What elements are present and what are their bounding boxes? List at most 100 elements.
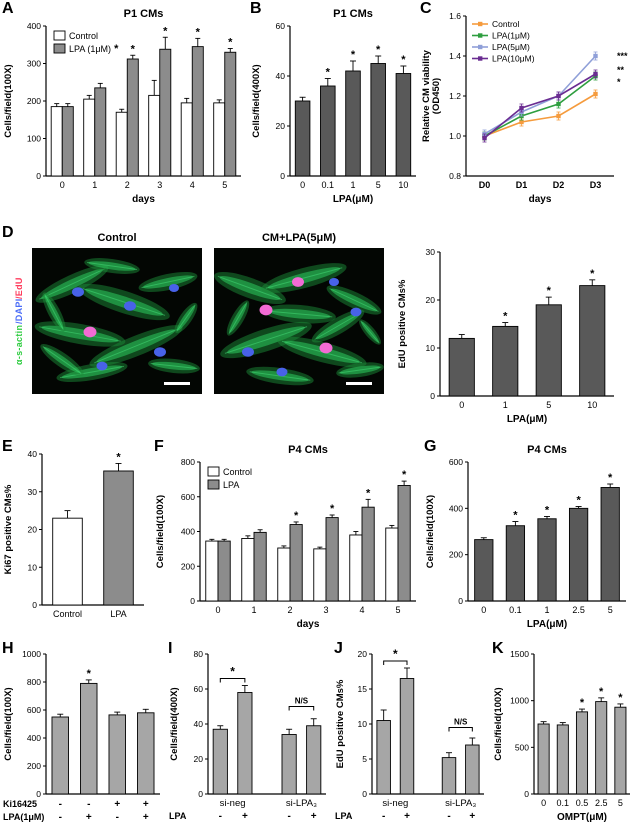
chart-ompt-dose: 0 500 1000 1500 Cells/field(100X) * * * 0 0.1 0.5 2… xyxy=(493,649,630,823)
svg-text:EdU positive CMs%: EdU positive CMs% xyxy=(397,279,408,368)
svg-text:5: 5 xyxy=(546,400,551,410)
svg-text:Control: Control xyxy=(53,609,82,619)
svg-text:0: 0 xyxy=(32,600,37,610)
svg-text:*: * xyxy=(402,469,407,481)
svg-text:-: - xyxy=(59,799,62,810)
svg-text:5: 5 xyxy=(222,180,227,190)
svg-text:200: 200 xyxy=(27,96,41,106)
svg-text:2: 2 xyxy=(287,605,292,615)
svg-text:+: + xyxy=(86,812,92,823)
svg-text:20: 20 xyxy=(194,754,204,764)
svg-text:LPA(μM): LPA(μM) xyxy=(333,194,373,205)
svg-text:0.1: 0.1 xyxy=(509,605,522,615)
svg-text:*: * xyxy=(590,268,595,280)
svg-text:*: * xyxy=(547,285,552,297)
svg-text:-: - xyxy=(447,811,450,822)
micrograph-control-title: Control xyxy=(97,232,137,244)
svg-text:3: 3 xyxy=(323,605,328,615)
stain-label: α-s-actin /DAPI/EdU xyxy=(14,248,24,394)
panel-b-label: B xyxy=(250,0,262,17)
panel-a: A P1 CMs 0 100 200 300 400 Cells/field(100X) * *… xyxy=(2,0,247,214)
svg-text:10: 10 xyxy=(587,400,597,410)
svg-text:0: 0 xyxy=(36,171,41,181)
svg-text:500: 500 xyxy=(515,742,529,752)
svg-text:800: 800 xyxy=(27,677,41,687)
svg-text:-: - xyxy=(287,811,290,822)
panel-f: F P4 CMs 0 200 400 600 800 Cells/field(100X) * *… xyxy=(154,438,422,637)
svg-text:*: * xyxy=(580,697,585,709)
svg-text:30: 30 xyxy=(28,487,38,497)
svg-text:P1 CMs: P1 CMs xyxy=(124,8,164,20)
svg-text:-: - xyxy=(87,799,90,810)
svg-text:*: * xyxy=(503,311,508,323)
svg-text:+: + xyxy=(242,811,248,822)
svg-text:si-neg: si-neg xyxy=(220,798,246,809)
svg-text:*: * xyxy=(351,49,356,61)
svg-text:0: 0 xyxy=(524,789,529,799)
svg-text:0.1: 0.1 xyxy=(322,180,335,190)
svg-text:-: - xyxy=(219,811,222,822)
svg-text:400: 400 xyxy=(181,527,195,537)
svg-text:20: 20 xyxy=(276,121,286,131)
svg-text:si-neg: si-neg xyxy=(382,798,408,809)
svg-text:5: 5 xyxy=(376,180,381,190)
svg-text:*: * xyxy=(576,494,581,506)
svg-text:*: * xyxy=(617,77,621,87)
svg-text:0: 0 xyxy=(362,789,367,799)
panel-c-label: C xyxy=(420,0,432,17)
svg-text:5: 5 xyxy=(608,605,613,615)
svg-text:1: 1 xyxy=(503,400,508,410)
stain-label-segment: /EdU xyxy=(14,277,24,299)
svg-text:N/S: N/S xyxy=(454,718,468,727)
svg-text:LPA(5μM): LPA(5μM) xyxy=(492,42,530,52)
svg-text:*: * xyxy=(401,54,406,66)
svg-text:D2: D2 xyxy=(553,180,565,190)
svg-text:0: 0 xyxy=(430,391,435,401)
svg-text:1.6: 1.6 xyxy=(449,11,461,21)
panel-i-label: I xyxy=(168,640,173,657)
chart-si-lpa3-cells: 0 20 40 60 80 Cells/field(400X) si-neg si-LPA₃ L… xyxy=(169,649,326,822)
svg-text:LPA(μM): LPA(μM) xyxy=(507,414,547,425)
svg-text:LPA (1μM) *: LPA (1μM) * xyxy=(69,43,119,55)
svg-text:0.5: 0.5 xyxy=(576,798,589,808)
panel-g-label: G xyxy=(424,438,437,455)
panel-f-label: F xyxy=(154,438,164,455)
svg-text:days: days xyxy=(529,194,552,205)
svg-text:0.8: 0.8 xyxy=(449,171,461,181)
svg-text:*: * xyxy=(393,647,398,661)
panel-k: K 0 500 1000 1500 Cells/field(100X) * * * 0 0.1 0.… xyxy=(492,640,634,828)
chart-p1-cms-by-lpa-dose: P1 CMs 0 20 40 60 Cells/field(400X) * * * * 0 0.1 1 5… xyxy=(251,8,416,205)
chart-edu-positive-by-lpa-dose: 0 10 20 30 EdU positive CMs% * * * 0 1 5 10 LPA(μM) xyxy=(397,247,614,425)
svg-text:1.2: 1.2 xyxy=(449,91,461,101)
svg-text:*: * xyxy=(618,692,623,704)
panel-e: E 0 10 20 30 40 Ki67 positive CMs% * Control LPA xyxy=(2,438,152,637)
panel-d-label: D xyxy=(2,224,14,241)
svg-text:-: - xyxy=(116,812,119,823)
panel-k-label: K xyxy=(492,640,504,657)
svg-text:0: 0 xyxy=(458,596,463,606)
svg-text:LPA: LPA xyxy=(335,811,353,821)
svg-text:D3: D3 xyxy=(590,180,602,190)
svg-text:Cells/field(100X): Cells/field(100X) xyxy=(3,64,14,137)
svg-text:1: 1 xyxy=(544,605,549,615)
svg-text:+: + xyxy=(404,811,410,822)
svg-text:400: 400 xyxy=(449,503,463,513)
svg-text:*: * xyxy=(294,510,299,522)
svg-text:3: 3 xyxy=(157,180,162,190)
svg-text:800: 800 xyxy=(181,457,195,467)
svg-text:*: * xyxy=(545,504,550,516)
chart-p4-cms-by-day: P4 CMs 0 200 400 600 800 Cells/field(100X) * * * *… xyxy=(155,444,416,630)
svg-text:***: *** xyxy=(617,51,628,61)
svg-text:600: 600 xyxy=(449,457,463,467)
svg-text:D0: D0 xyxy=(479,180,491,190)
svg-text:20: 20 xyxy=(358,649,368,659)
svg-text:*: * xyxy=(230,665,235,679)
panel-b: B P1 CMs 0 20 40 60 Cells/field(400X) * * * * 0 0.1… xyxy=(250,0,422,214)
svg-text:0: 0 xyxy=(60,180,65,190)
svg-text:10: 10 xyxy=(398,180,408,190)
panel-a-label: A xyxy=(2,0,14,17)
svg-text:+: + xyxy=(311,811,317,822)
svg-text:EdU positive CMs%: EdU positive CMs% xyxy=(335,679,346,768)
panel-h-label: H xyxy=(2,640,14,657)
svg-text:Cells/field(100X): Cells/field(100X) xyxy=(493,687,504,760)
